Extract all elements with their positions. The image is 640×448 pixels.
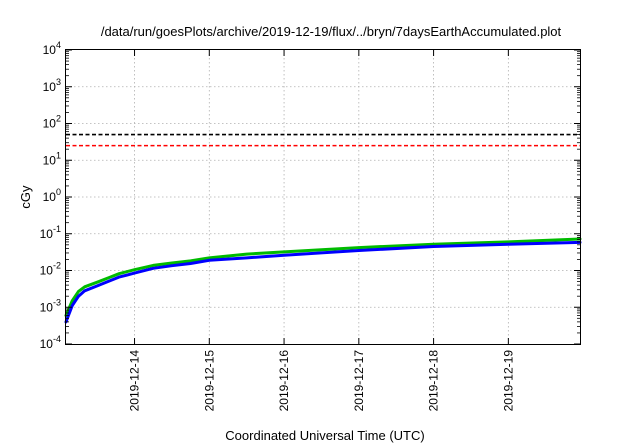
x-tick-label: 2019-12-15 — [202, 350, 216, 412]
chart-title: /data/run/goesPlots/archive/2019-12-19/f… — [101, 24, 562, 39]
threshold-lines — [66, 133, 580, 147]
y-tick-label: 104 — [43, 40, 61, 57]
series-line — [64, 240, 582, 324]
x-tick-label: 2019-12-17 — [352, 350, 366, 412]
y-tick-label: 101 — [43, 150, 61, 167]
y-tick-label: 103 — [43, 77, 61, 94]
y-axis-ticks: 10-4 10-3 10-2 10-1 100 101 102 103 104 — [40, 40, 580, 351]
y-tick-label: 10-2 — [40, 261, 61, 278]
y-tick-label: 10-3 — [40, 297, 61, 314]
x-axis-label: Coordinated Universal Time (UTC) — [225, 428, 424, 443]
plot-frame — [65, 49, 581, 345]
x-tick-label: 2019-12-14 — [128, 350, 142, 412]
y-tick-label: 102 — [43, 114, 61, 131]
series-line — [64, 237, 582, 317]
y-axis-label: cGy — [18, 185, 33, 209]
y-tick-label: 10-4 — [40, 334, 61, 351]
x-tick-label: 2019-12-16 — [277, 350, 291, 412]
y-tick-label: 10-1 — [40, 224, 61, 241]
x-tick-label: 2019-12-18 — [427, 350, 441, 412]
y-tick-label: 100 — [43, 187, 61, 204]
series-lines — [64, 237, 582, 324]
grid — [66, 50, 580, 344]
x-tick-label: 2019-12-19 — [501, 350, 515, 412]
x-axis-ticks: 2019-12-14 2019-12-15 2019-12-16 2019-12-17… — [128, 50, 515, 412]
